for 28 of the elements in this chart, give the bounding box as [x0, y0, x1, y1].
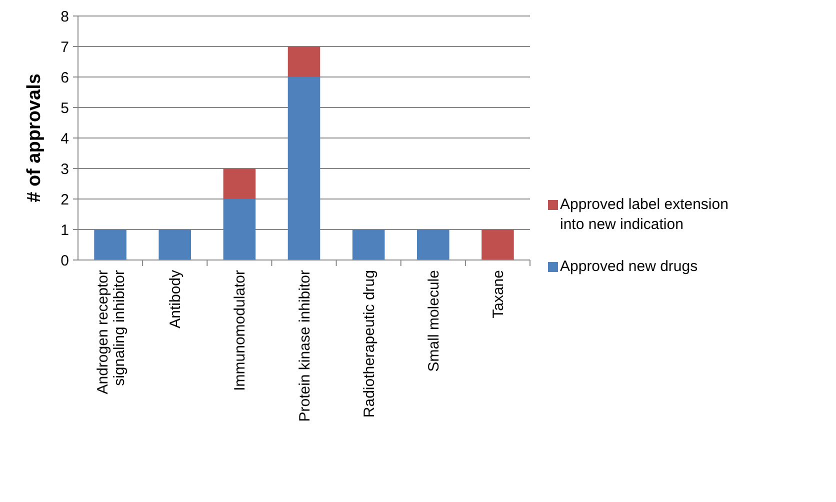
bar [352, 230, 385, 260]
y-tick-label: 0 [60, 252, 69, 270]
bar [482, 230, 514, 260]
y-tick-label: 5 [60, 100, 69, 117]
legend-label: Approved label extension into new indication [560, 196, 728, 233]
x-tick-label: Antibody [167, 270, 184, 328]
bar [417, 230, 450, 260]
y-tick-label: 8 [60, 8, 69, 26]
y-tick-label: 2 [60, 191, 69, 208]
bar [223, 168, 256, 199]
y-tick-label: 7 [60, 38, 69, 56]
x-tick-label: Immunomodulator [232, 270, 249, 391]
y-tick-label: 6 [60, 69, 69, 86]
y-tick-label: 3 [60, 160, 69, 178]
x-tick-label: Androgen receptor signaling inhibitor [94, 270, 128, 394]
x-tick-label: Protein kinase inhibitor [296, 270, 314, 422]
y-tick-label: 4 [60, 130, 69, 148]
y-tick-label: 1 [60, 222, 69, 239]
bar [288, 77, 320, 260]
bar [288, 46, 320, 77]
bar [158, 230, 191, 260]
bar [223, 199, 256, 260]
x-tick-label: Small molecule [425, 270, 442, 372]
x-tick-label: Radiotherapeutic drug [360, 270, 378, 418]
x-tick-label: Taxane [490, 270, 507, 318]
bar [94, 230, 126, 260]
legend-label: Approved new drugs [560, 258, 698, 275]
y-axis-title: # of approvals [24, 74, 45, 202]
